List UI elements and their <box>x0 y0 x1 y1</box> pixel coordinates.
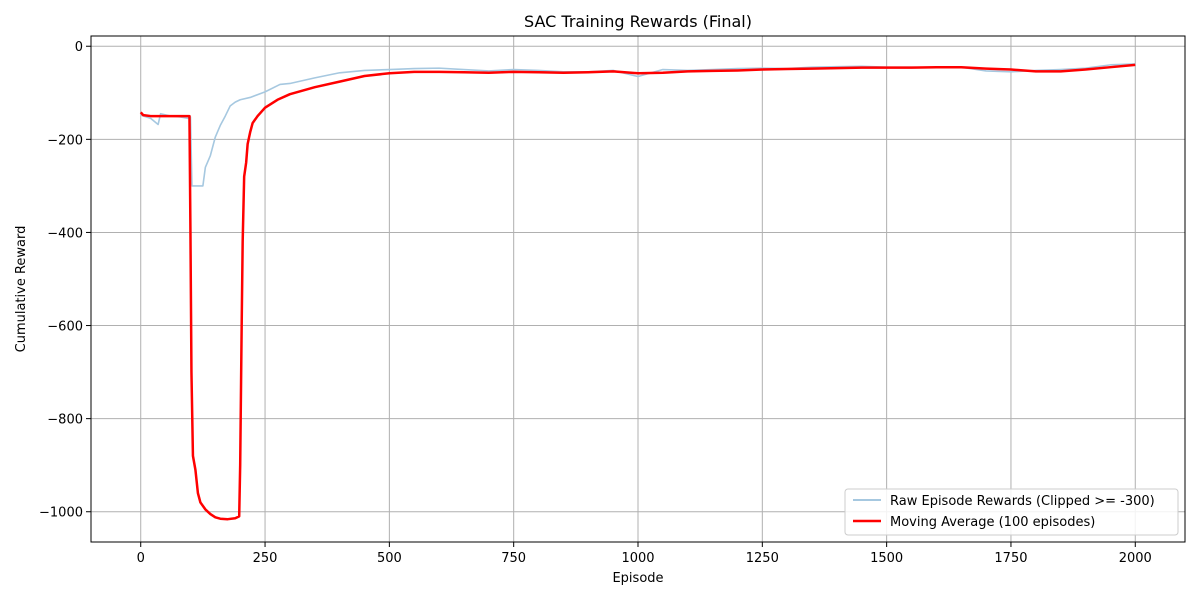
series-lines <box>139 63 1136 521</box>
x-tick-label: 1000 <box>621 551 654 566</box>
x-tick-label: 2000 <box>1119 551 1152 566</box>
y-axis-title: Cumulative Reward <box>14 226 29 353</box>
x-tick-label: 750 <box>501 551 526 566</box>
legend-box <box>844 488 1179 536</box>
x-tick-label: 1750 <box>994 551 1027 566</box>
y-tick-label: −800 <box>47 413 83 428</box>
y-tick-label: 0 <box>75 40 83 55</box>
legend: Raw Episode Rewards (Clipped >= -300) Mo… <box>844 488 1179 536</box>
moving-average-line <box>139 63 1136 521</box>
y-tick-label: −600 <box>47 320 83 335</box>
x-tick-label: 250 <box>253 551 278 566</box>
gridlines <box>91 36 1185 542</box>
y-tick-label: −200 <box>47 133 83 148</box>
x-tick-label: 0 <box>137 551 145 566</box>
x-tick-label: 1500 <box>870 551 903 566</box>
x-axis-title: Episode <box>612 571 663 586</box>
x-tick-label: 500 <box>377 551 402 566</box>
legend-label-moving-average: Moving Average (100 episodes) <box>890 515 1095 530</box>
y-tick-label: −400 <box>47 226 83 241</box>
x-tick-label: 1250 <box>746 551 779 566</box>
chart-title: SAC Training Rewards (Final) <box>524 12 752 31</box>
y-tick-label: −1000 <box>39 506 83 521</box>
axis-ticks: 0 250 500 750 1000 1250 1500 1750 2000 0 −200 −400 −… <box>39 40 1152 566</box>
legend-label-raw-rewards: Raw Episode Rewards (Clipped >= -300) <box>890 494 1155 509</box>
